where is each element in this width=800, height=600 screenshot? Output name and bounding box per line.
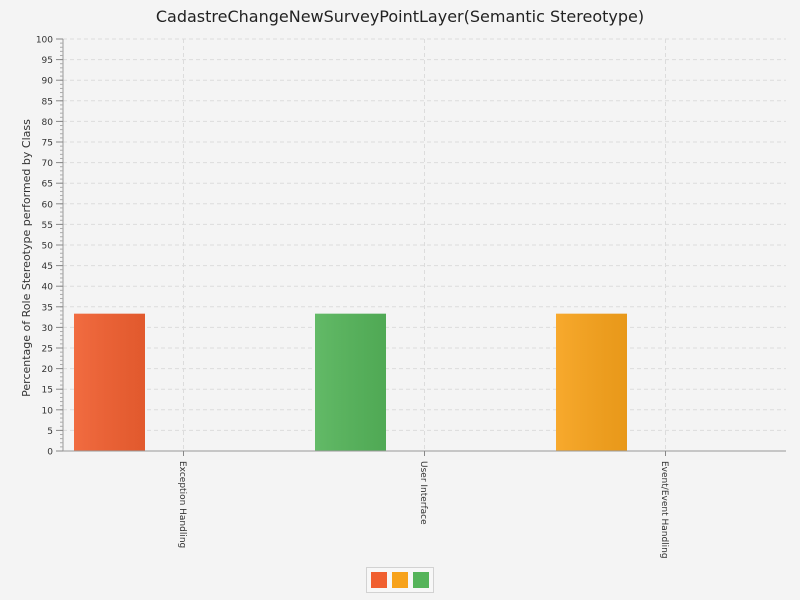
y-tick-label: 15 — [42, 386, 53, 396]
y-tick-label: 100 — [36, 36, 53, 46]
y-tick-label: 80 — [42, 118, 54, 128]
y-tick-label: 10 — [42, 406, 54, 416]
bar-shading — [74, 313, 145, 451]
legend-swatch — [413, 572, 429, 588]
y-tick-label: 45 — [42, 262, 53, 272]
legend-swatch — [371, 572, 387, 588]
y-tick-label: 95 — [42, 56, 53, 66]
y-tick-label: 65 — [42, 180, 53, 190]
x-tick-label: Event/Event Handling — [659, 461, 669, 559]
y-tick-label: 25 — [42, 345, 53, 355]
y-tick-label: 20 — [42, 365, 54, 375]
y-tick-label: 50 — [42, 242, 54, 252]
y-tick-label: 40 — [42, 283, 54, 293]
y-tick-label: 0 — [47, 448, 53, 458]
chart-title: CadastreChangeNewSurveyPointLayer(Semant… — [155, 7, 645, 26]
x-tick-label: Exception Handling — [177, 461, 187, 548]
y-tick-label: 85 — [42, 97, 53, 107]
y-axis-label: Percentage of Role Stereotype performed … — [20, 119, 33, 397]
legend-swatch — [392, 572, 408, 588]
y-tick-label: 55 — [42, 221, 53, 231]
axes: 0 5 10 15 20 25 30 35 40 45 50 55 60 65 70 75 80 85 90 95 10… — [36, 36, 786, 559]
bar-shading — [315, 313, 386, 451]
y-tick-label: 60 — [42, 200, 54, 210]
y-tick-label: 75 — [42, 139, 53, 149]
y-tick-label: 35 — [42, 303, 53, 313]
y-tick-label: 90 — [42, 77, 54, 87]
y-tick-label: 30 — [42, 324, 54, 334]
y-tick-label: 5 — [47, 427, 53, 437]
bar-shading — [556, 313, 627, 451]
bars — [74, 313, 627, 451]
y-tick-label: 70 — [42, 159, 54, 169]
x-tick-label: User Interface — [418, 461, 428, 525]
gridlines — [63, 38, 786, 452]
legend — [366, 567, 434, 593]
